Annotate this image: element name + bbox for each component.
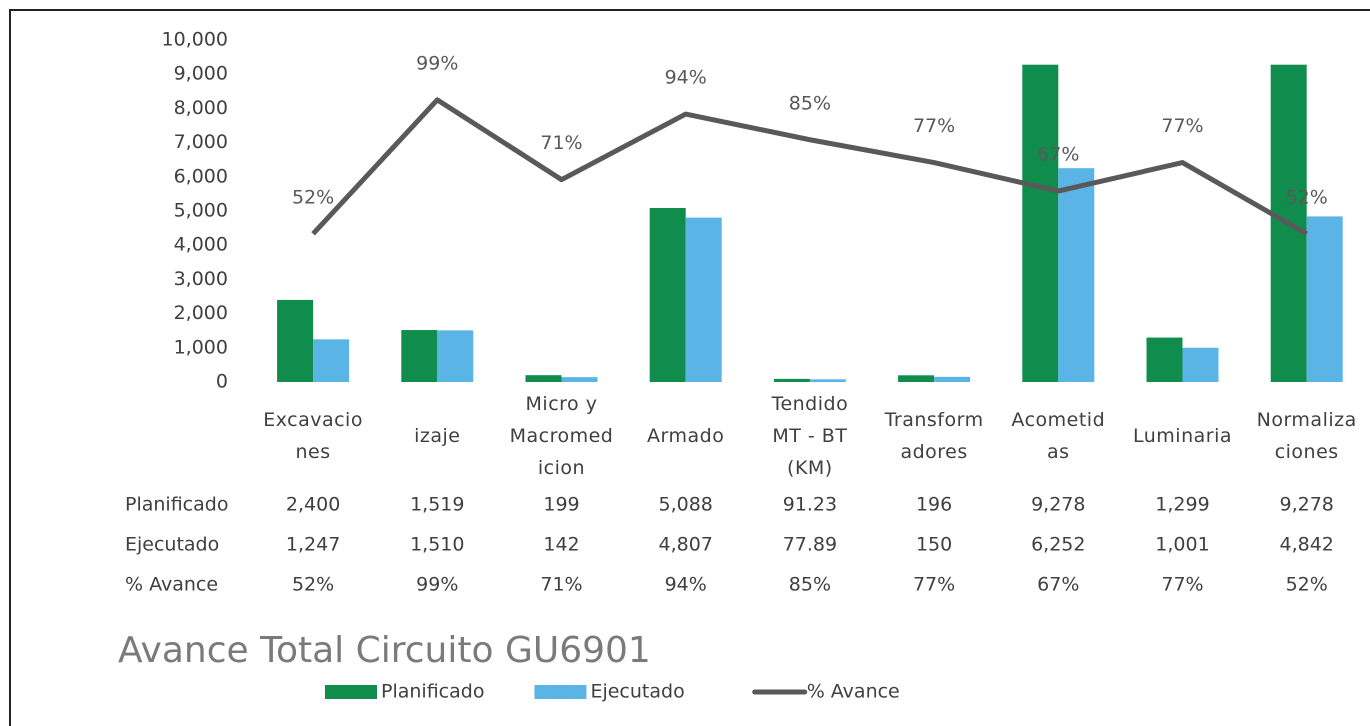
bar bbox=[685, 217, 722, 382]
y-tick-label: 8,000 bbox=[174, 97, 228, 119]
table-row-header: Planificado bbox=[125, 494, 228, 516]
x-tick-label: Excavaciones bbox=[263, 409, 363, 463]
frame bbox=[9, 9, 1370, 726]
table-cell: 9,278 bbox=[1031, 494, 1085, 516]
y-tick-label: 6,000 bbox=[174, 165, 228, 187]
x-tick-label: Tendido MT - BT (KM) bbox=[771, 393, 849, 479]
data-label: 77% bbox=[1161, 115, 1203, 137]
x-tick-label: Normalizaciones bbox=[1256, 409, 1357, 463]
table-cell: 67% bbox=[1037, 574, 1079, 596]
bar bbox=[1058, 168, 1095, 382]
table-cell: 85% bbox=[789, 574, 831, 596]
y-tick-label: 7,000 bbox=[174, 131, 228, 153]
data-label: 77% bbox=[913, 115, 955, 137]
bar bbox=[1182, 347, 1219, 382]
bar bbox=[1022, 64, 1059, 383]
x-tick-label: Transformadores bbox=[884, 409, 984, 463]
x-tick-label: Luminaria bbox=[1133, 425, 1232, 447]
bar bbox=[649, 207, 686, 382]
bar bbox=[525, 375, 562, 382]
legend-label: Ejecutado bbox=[590, 681, 684, 703]
y-tick-label: 2,000 bbox=[174, 302, 228, 324]
table-cell: 142 bbox=[543, 534, 579, 556]
y-tick-label: 4,000 bbox=[174, 234, 228, 256]
data-label: 71% bbox=[540, 132, 582, 154]
chart-title: Avance Total Circuito GU6901 bbox=[118, 630, 651, 671]
y-tick-label: 1,000 bbox=[174, 336, 228, 358]
x-tick-label: Micro y Macromedicion bbox=[509, 393, 614, 479]
legend-swatch bbox=[534, 685, 587, 699]
y-tick-label: 3,000 bbox=[174, 268, 228, 290]
bar bbox=[277, 299, 314, 382]
bar bbox=[934, 376, 971, 382]
table-cell: 4,842 bbox=[1279, 534, 1333, 556]
x-tick-label: Acometidas bbox=[1011, 409, 1106, 463]
bar bbox=[1146, 337, 1183, 382]
table-cell: 150 bbox=[916, 534, 952, 556]
x-tick-label: izaje bbox=[414, 425, 461, 447]
legend-swatch bbox=[325, 685, 377, 699]
table-cell: 1,001 bbox=[1155, 534, 1209, 556]
table-cell: 2,400 bbox=[286, 494, 340, 516]
table-row-header: % Avance bbox=[125, 574, 218, 596]
table-cell: 52% bbox=[1286, 574, 1328, 596]
y-tick-label: 0 bbox=[216, 371, 228, 393]
table-cell: 4,807 bbox=[658, 534, 712, 556]
data-label: 99% bbox=[416, 52, 458, 74]
legend-label: Planificado bbox=[381, 681, 484, 703]
table-cell: 1,247 bbox=[286, 534, 340, 556]
y-tick-label: 9,000 bbox=[174, 63, 228, 85]
table-cell: 5,088 bbox=[658, 494, 712, 516]
bar bbox=[898, 375, 935, 382]
data-label: 52% bbox=[1286, 186, 1328, 208]
table-row-header: Ejecutado bbox=[125, 534, 219, 556]
line bbox=[311, 97, 1308, 236]
table-cell: 94% bbox=[665, 574, 707, 596]
bar bbox=[561, 377, 598, 382]
table-cell: 77% bbox=[1161, 574, 1203, 596]
bar bbox=[313, 339, 350, 382]
y-tick-label: 5,000 bbox=[174, 200, 228, 222]
x-tick-label: Armado bbox=[647, 425, 725, 447]
table-cell: 1,299 bbox=[1155, 494, 1209, 516]
table-cell: 71% bbox=[540, 574, 582, 596]
data-label: 67% bbox=[1037, 144, 1079, 166]
table-cell: 1,519 bbox=[410, 494, 464, 516]
table-cell: 199 bbox=[543, 494, 579, 516]
table-cell: 77% bbox=[913, 574, 955, 596]
legend-label: % Avance bbox=[807, 681, 900, 703]
data-label: 94% bbox=[665, 67, 707, 89]
table-cell: 9,278 bbox=[1279, 494, 1333, 516]
table-cell: 99% bbox=[416, 574, 458, 596]
table-cell: 77.89 bbox=[783, 534, 837, 556]
data-label: 52% bbox=[292, 186, 334, 208]
bar bbox=[773, 378, 810, 382]
table-cell: 196 bbox=[916, 494, 952, 516]
table-cell: 1,510 bbox=[410, 534, 464, 556]
bar bbox=[401, 330, 438, 382]
bar bbox=[809, 379, 846, 382]
data-label: 85% bbox=[789, 92, 831, 114]
table-cell: 91.23 bbox=[783, 494, 837, 516]
y-tick-label: 10,000 bbox=[162, 29, 228, 51]
table-cell: 52% bbox=[292, 574, 334, 596]
table-cell: 6,252 bbox=[1031, 534, 1085, 556]
bar bbox=[1306, 216, 1343, 382]
bar bbox=[437, 330, 474, 382]
